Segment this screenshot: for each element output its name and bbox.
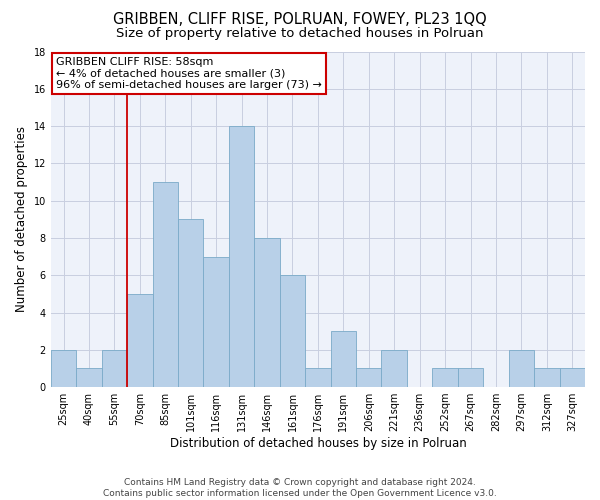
Text: GRIBBEN CLIFF RISE: 58sqm
← 4% of detached houses are smaller (3)
96% of semi-de: GRIBBEN CLIFF RISE: 58sqm ← 4% of detach…: [56, 56, 322, 90]
Text: Contains HM Land Registry data © Crown copyright and database right 2024.
Contai: Contains HM Land Registry data © Crown c…: [103, 478, 497, 498]
Text: Size of property relative to detached houses in Polruan: Size of property relative to detached ho…: [116, 28, 484, 40]
Bar: [101, 350, 127, 387]
Bar: [331, 331, 356, 387]
Bar: [560, 368, 585, 387]
Bar: [51, 350, 76, 387]
Bar: [305, 368, 331, 387]
Bar: [229, 126, 254, 387]
Bar: [356, 368, 382, 387]
X-axis label: Distribution of detached houses by size in Polruan: Distribution of detached houses by size …: [170, 437, 466, 450]
Text: GRIBBEN, CLIFF RISE, POLRUAN, FOWEY, PL23 1QQ: GRIBBEN, CLIFF RISE, POLRUAN, FOWEY, PL2…: [113, 12, 487, 28]
Bar: [280, 275, 305, 387]
Bar: [178, 220, 203, 387]
Bar: [509, 350, 534, 387]
Bar: [127, 294, 152, 387]
Bar: [152, 182, 178, 387]
Bar: [382, 350, 407, 387]
Bar: [534, 368, 560, 387]
Bar: [458, 368, 483, 387]
Bar: [203, 256, 229, 387]
Bar: [433, 368, 458, 387]
Bar: [76, 368, 101, 387]
Bar: [254, 238, 280, 387]
Y-axis label: Number of detached properties: Number of detached properties: [15, 126, 28, 312]
